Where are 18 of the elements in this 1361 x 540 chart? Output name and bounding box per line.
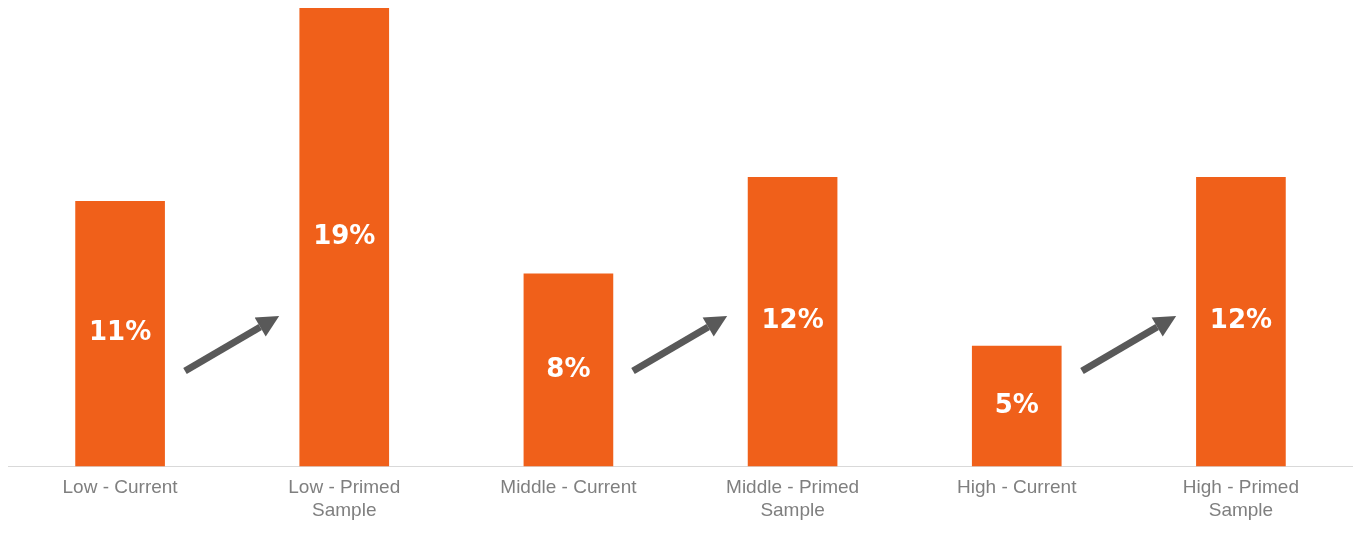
data-label: 5% — [994, 388, 1039, 419]
x-tick-label: High - Current — [957, 476, 1078, 498]
data-label: 8% — [546, 352, 591, 383]
x-tick-label: Low - Current — [62, 476, 179, 498]
data-label: 11% — [88, 316, 152, 347]
bar — [747, 176, 838, 467]
bar — [75, 201, 165, 467]
x-tick-label: Middle - Primed Sample — [726, 476, 860, 520]
x-tick-label: High - Primed Sample — [1182, 476, 1299, 520]
data-label: 12% — [1209, 304, 1273, 335]
x-tick-label: Low - Primed Sample — [288, 476, 401, 520]
x-tick-label: Middle - Current — [500, 476, 638, 498]
bar — [971, 345, 1062, 467]
data-label: 12% — [761, 304, 824, 335]
bar — [1196, 176, 1286, 467]
bar — [523, 273, 614, 467]
data-label: 19% — [313, 219, 376, 250]
bar — [299, 8, 390, 467]
